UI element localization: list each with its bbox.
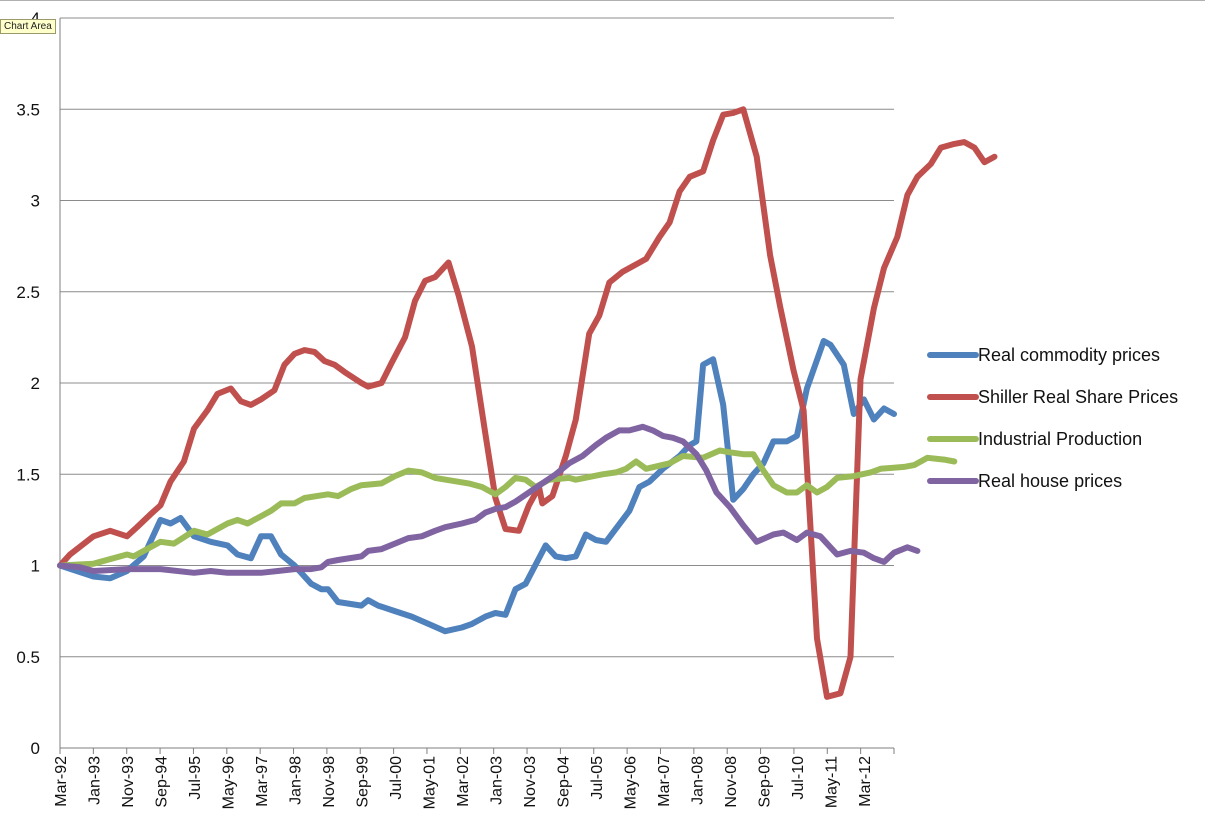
legend-label-shiller-real-share-prices: Shiller Real Share Prices: [978, 387, 1178, 407]
series-line-real-house-prices[interactable]: [57, 423, 921, 576]
x-tick-label: Mar-02: [455, 756, 472, 807]
x-tick-label: Mar-07: [656, 756, 673, 807]
x-tick-label: Sep-99: [354, 756, 371, 808]
x-axis: Mar-92 Jan-93 Nov-93 Sep-94 Jul-95 May-96 Mar-…: [53, 18, 895, 809]
gridlines: [60, 17, 894, 658]
y-tick-label: 1: [31, 557, 40, 576]
x-tick-label: Jul-95: [187, 756, 204, 800]
x-tick-label: Nov-03: [522, 756, 539, 808]
x-tick-label: Jul-00: [388, 756, 405, 800]
x-tick-label: Mar-92: [53, 756, 70, 807]
x-tick-label: Sep-09: [756, 756, 773, 808]
x-tick-label: May-01: [421, 756, 438, 809]
x-tick-label: Mar-12: [857, 756, 874, 807]
x-tick-label: Sep-04: [555, 756, 572, 808]
series-lines[interactable]: [57, 106, 998, 700]
x-tick-label: Nov-08: [723, 756, 740, 808]
x-tick-label: Nov-93: [120, 756, 137, 808]
x-tick-label: May-11: [823, 756, 840, 808]
x-tick-label: Jan-98: [287, 756, 304, 805]
x-tick-label: Jan-08: [689, 756, 706, 805]
legend-label-real-commodity-prices: Real commodity prices: [978, 345, 1160, 365]
x-tick-label: May-96: [220, 756, 237, 809]
legend: Real commodity prices Shiller Real Share …: [927, 345, 1178, 491]
chart-area-tooltip: Chart Area: [0, 19, 56, 34]
x-tick-label: Jul-10: [790, 756, 807, 800]
y-tick-label: 0.5: [16, 648, 40, 667]
y-tick-label: 2.5: [16, 283, 40, 302]
y-tick-label: 2: [31, 374, 40, 393]
x-tick-label: Sep-94: [153, 756, 170, 808]
x-tick-label: Jan-03: [488, 756, 505, 805]
x-tick-label: May-06: [622, 756, 639, 809]
x-tick-label: Jul-05: [589, 756, 606, 800]
y-axis-tick-labels: 0 0.5 1 1.5 2 2.5 3 3.5 4: [16, 9, 40, 758]
y-tick-label: 3.5: [16, 100, 40, 119]
y-tick-label: 0: [31, 739, 40, 758]
x-tick-label: Mar-97: [254, 756, 271, 807]
legend-label-industrial-production: Industrial Production: [978, 429, 1142, 449]
series-line-real-commodity-prices[interactable]: [57, 338, 897, 635]
legend-label-real-house-prices: Real house prices: [978, 471, 1122, 491]
window-top-border: [0, 0, 1205, 1]
y-tick-label: 4: [31, 9, 40, 28]
y-tick-label: 1.5: [16, 465, 40, 484]
x-tick-label: Nov-98: [321, 756, 338, 808]
y-tick-label: 3: [31, 192, 40, 211]
x-tick-label: Jan-93: [86, 756, 103, 805]
